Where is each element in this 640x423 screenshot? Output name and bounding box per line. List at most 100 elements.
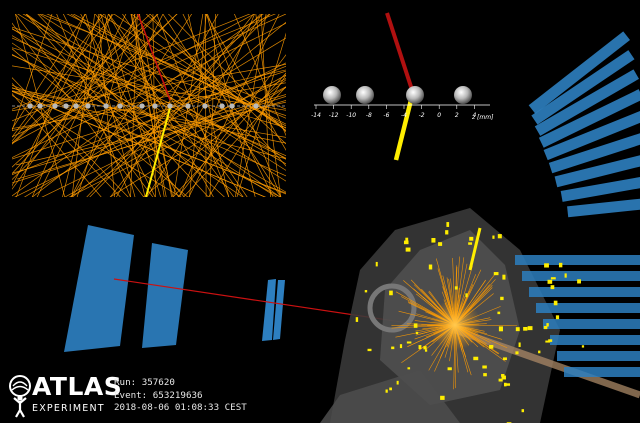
inset-muon-line [137,14,171,101]
muon-chambers-left [64,225,285,352]
muon-chamber [554,151,640,188]
muon-chamber [515,255,640,265]
inset-track [12,28,286,159]
z-axis-tick-label: 2 [455,112,459,119]
inset-track [116,14,219,197]
energy-deposit [447,367,452,371]
inset-track [85,14,136,197]
logo-subtitle: EXPERIMENT [32,403,105,414]
energy-deposit [505,383,511,386]
atlas-logo: ATLAS EXPERIMENT [8,372,122,418]
muon-chamber [531,50,635,125]
vertex-ball [323,86,341,104]
energy-deposit [391,346,395,350]
energy-deposit [364,290,368,293]
inset-vertex [229,103,235,109]
z-axis-tick-label: -2 [419,112,425,119]
energy-deposit [465,293,468,298]
energy-deposit [423,346,427,350]
vertex-z-panel: -14 -12 -10 -8 -6 -4 -2 0 2 4 z [mm] [311,12,494,161]
energy-deposit [428,264,433,270]
muon-chamber [262,279,276,341]
muon-chamber [567,196,640,218]
z-axis-tick-label: 4 [472,112,476,119]
energy-deposit [415,331,419,335]
energy-deposit [577,279,581,284]
z-axis-tick-label: -10 [346,112,356,119]
detector-body [320,31,640,423]
muon-chamber [534,69,639,136]
inset-vertex [103,103,109,109]
inset-vertex [185,103,191,109]
energy-deposit [396,380,399,385]
solenoid-ring [367,283,417,333]
inset-track [36,14,127,197]
jet-track [468,227,482,271]
energy-deposit [389,290,393,296]
muon-chamber [536,303,640,313]
energy-deposit [482,365,487,369]
z-axis-tick-label: 0 [437,112,441,119]
event-label: Event: [114,389,148,401]
energy-deposit [500,296,504,301]
z-axis-tick-labels: -14 -12 -10 -8 -6 -4 -2 0 2 4 [311,112,476,119]
energy-deposit [543,325,548,330]
inset-track [31,14,270,197]
z-axis-tick-label: -14 [311,112,321,119]
energy-deposit [544,263,549,268]
muon-chamber [64,225,134,352]
energy-deposit [454,286,458,290]
energy-deposit [501,375,506,380]
energy-deposit [497,311,501,315]
event-info: Run: 357620 Event: 653219636 2018-08-06 … [114,377,247,415]
muon-chamber [543,319,640,329]
inset-track [234,14,267,197]
energy-deposit [446,222,450,227]
energy-deposit [497,234,502,239]
muon-chamber [557,351,640,361]
inset-track [12,47,286,128]
event-timestamp: 2018-08-06 01:08:33 CEST [114,402,247,413]
energy-deposit [538,350,541,354]
muon-chamber [560,173,640,202]
inset-track [107,14,214,197]
energy-deposit [581,345,585,348]
energy-deposit [503,382,507,387]
inset-track [71,14,193,197]
beam-pipe [453,326,640,399]
vertex-jet-track [393,99,414,161]
inset-track [179,14,255,197]
z-axis-tick-label: -4 [401,112,407,119]
energy-deposit [385,389,388,393]
muon-chamber [543,109,640,161]
energy-deposit [515,351,519,355]
energy-deposit [389,387,392,391]
inset-vertex [167,103,173,109]
energy-deposit [473,356,479,361]
energy-deposit [492,235,495,239]
vertex-ball [356,86,374,104]
energy-deposit [545,340,551,343]
muon-chamber [273,280,285,340]
energy-deposit [493,272,499,276]
run-label: Run: [114,377,137,388]
muon-chamber [529,287,640,297]
energy-deposit [527,326,533,331]
energy-deposit [355,317,359,322]
inset-vertex [139,103,145,109]
energy-deposit [413,323,418,328]
energy-deposit [502,274,506,280]
energy-deposit [548,339,553,342]
z-axis-tick-label: -12 [329,112,339,119]
inset-vertex [27,103,33,109]
muon-chamber [538,89,640,148]
atlas-figure-icon [9,375,31,418]
inset-track [12,94,286,174]
energy-deposit [523,326,528,331]
energy-deposit [399,344,403,349]
inset-vertices [27,103,259,109]
inset-track [12,14,53,132]
inset-vertex [73,103,79,109]
energy-deposit [521,409,525,413]
energy-deposit [489,344,494,349]
